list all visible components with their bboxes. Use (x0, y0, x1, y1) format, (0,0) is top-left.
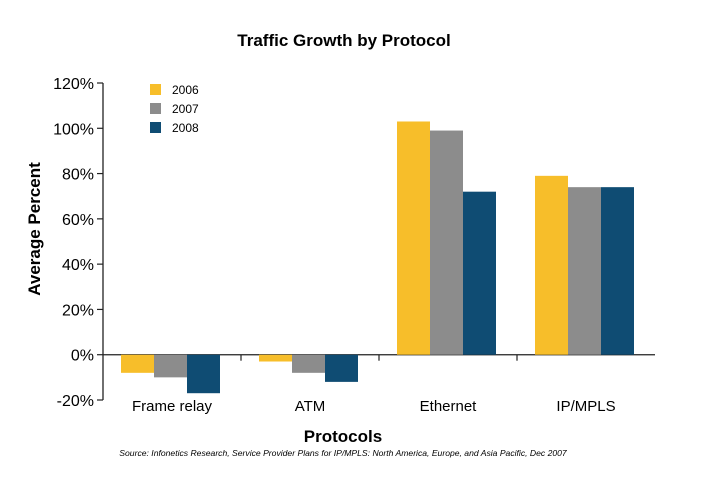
bar (292, 354, 325, 373)
bar (121, 354, 154, 373)
y-tick-label: 60% (62, 212, 94, 229)
y-tick-label: -20% (57, 393, 94, 410)
x-tick-label: ATM (295, 398, 326, 415)
y-tick-label: 0% (71, 348, 94, 365)
bar (259, 354, 292, 362)
y-tick-label: 100% (53, 121, 94, 138)
x-tick-label: IP/MPLS (556, 398, 615, 415)
x-tick-label: Ethernet (420, 398, 478, 415)
bar (325, 354, 358, 382)
bar (568, 187, 601, 355)
y-tick-label: 80% (62, 167, 94, 184)
legend-swatch (150, 84, 161, 95)
source-note: Source: Infonetics Research, Service Pro… (119, 448, 568, 458)
legend-label: 2006 (172, 83, 199, 97)
bar (154, 354, 187, 378)
legend-label: 2008 (172, 121, 199, 135)
y-tick-label: 120% (53, 76, 94, 93)
y-tick-label: 40% (62, 257, 94, 274)
x-tick-label: Frame relay (132, 398, 213, 415)
bar (430, 130, 463, 355)
x-axis-title: Protocols (304, 427, 382, 446)
bar (397, 121, 430, 355)
y-tick-label: 20% (62, 302, 94, 319)
bar (535, 175, 568, 355)
chart-title: Traffic Growth by Protocol (237, 31, 450, 50)
bar (187, 354, 220, 394)
bar (601, 187, 634, 355)
bar (463, 191, 496, 355)
legend-swatch (150, 103, 161, 114)
y-axis-title: Average Percent (25, 162, 44, 296)
legend-label: 2007 (172, 102, 199, 116)
legend-swatch (150, 122, 161, 133)
